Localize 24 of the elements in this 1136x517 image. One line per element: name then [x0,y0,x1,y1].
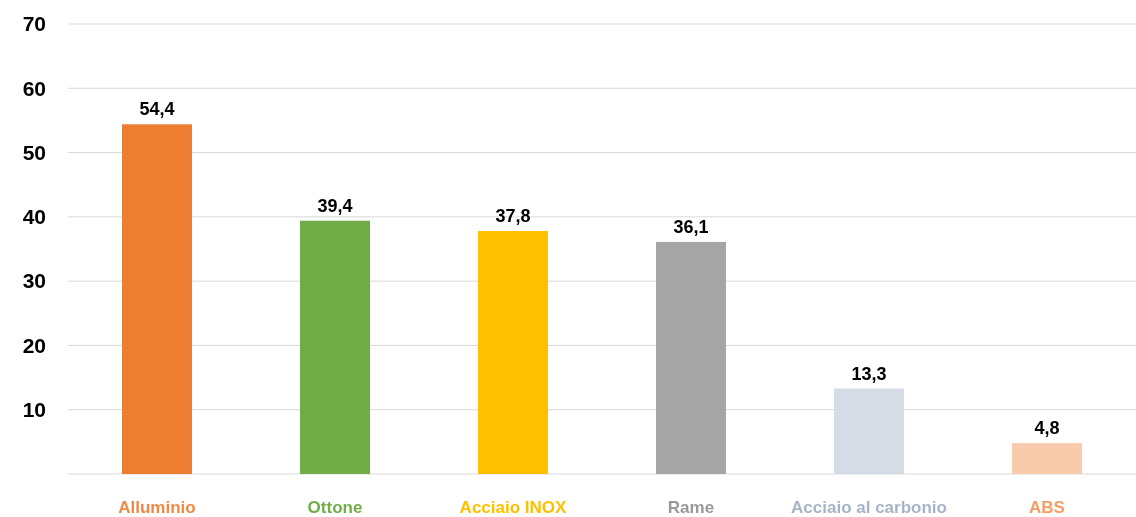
x-tick-label: ABS [1029,498,1065,517]
data-label: 13,3 [851,363,887,384]
data-label: 37,8 [495,206,531,226]
data-label: 39,4 [317,195,353,216]
data-label: 54,4 [139,99,175,120]
y-tick-label: 10 [22,398,46,422]
bar [656,241,726,474]
y-tick-label: 70 [22,12,46,36]
x-tick-label: Acciaio al carbonio [791,498,947,517]
bar [300,220,370,474]
x-tick-label: Alluminio [118,498,196,517]
bar [1012,443,1082,474]
x-tick-label: Rame [667,498,715,517]
y-tick-label: 50 [22,140,46,164]
y-tick-label: 20 [22,333,46,357]
bar [122,124,192,474]
x-tick-label: Ottone [307,498,363,517]
bar [478,231,548,474]
x-tick-label: Acciaio INOX [459,498,568,517]
y-tick-label: 40 [22,205,46,229]
data-label: 4,8 [1034,418,1060,439]
y-tick-label: 30 [22,269,46,293]
data-label: 36,1 [673,216,709,237]
y-tick-label: 60 [22,76,46,100]
